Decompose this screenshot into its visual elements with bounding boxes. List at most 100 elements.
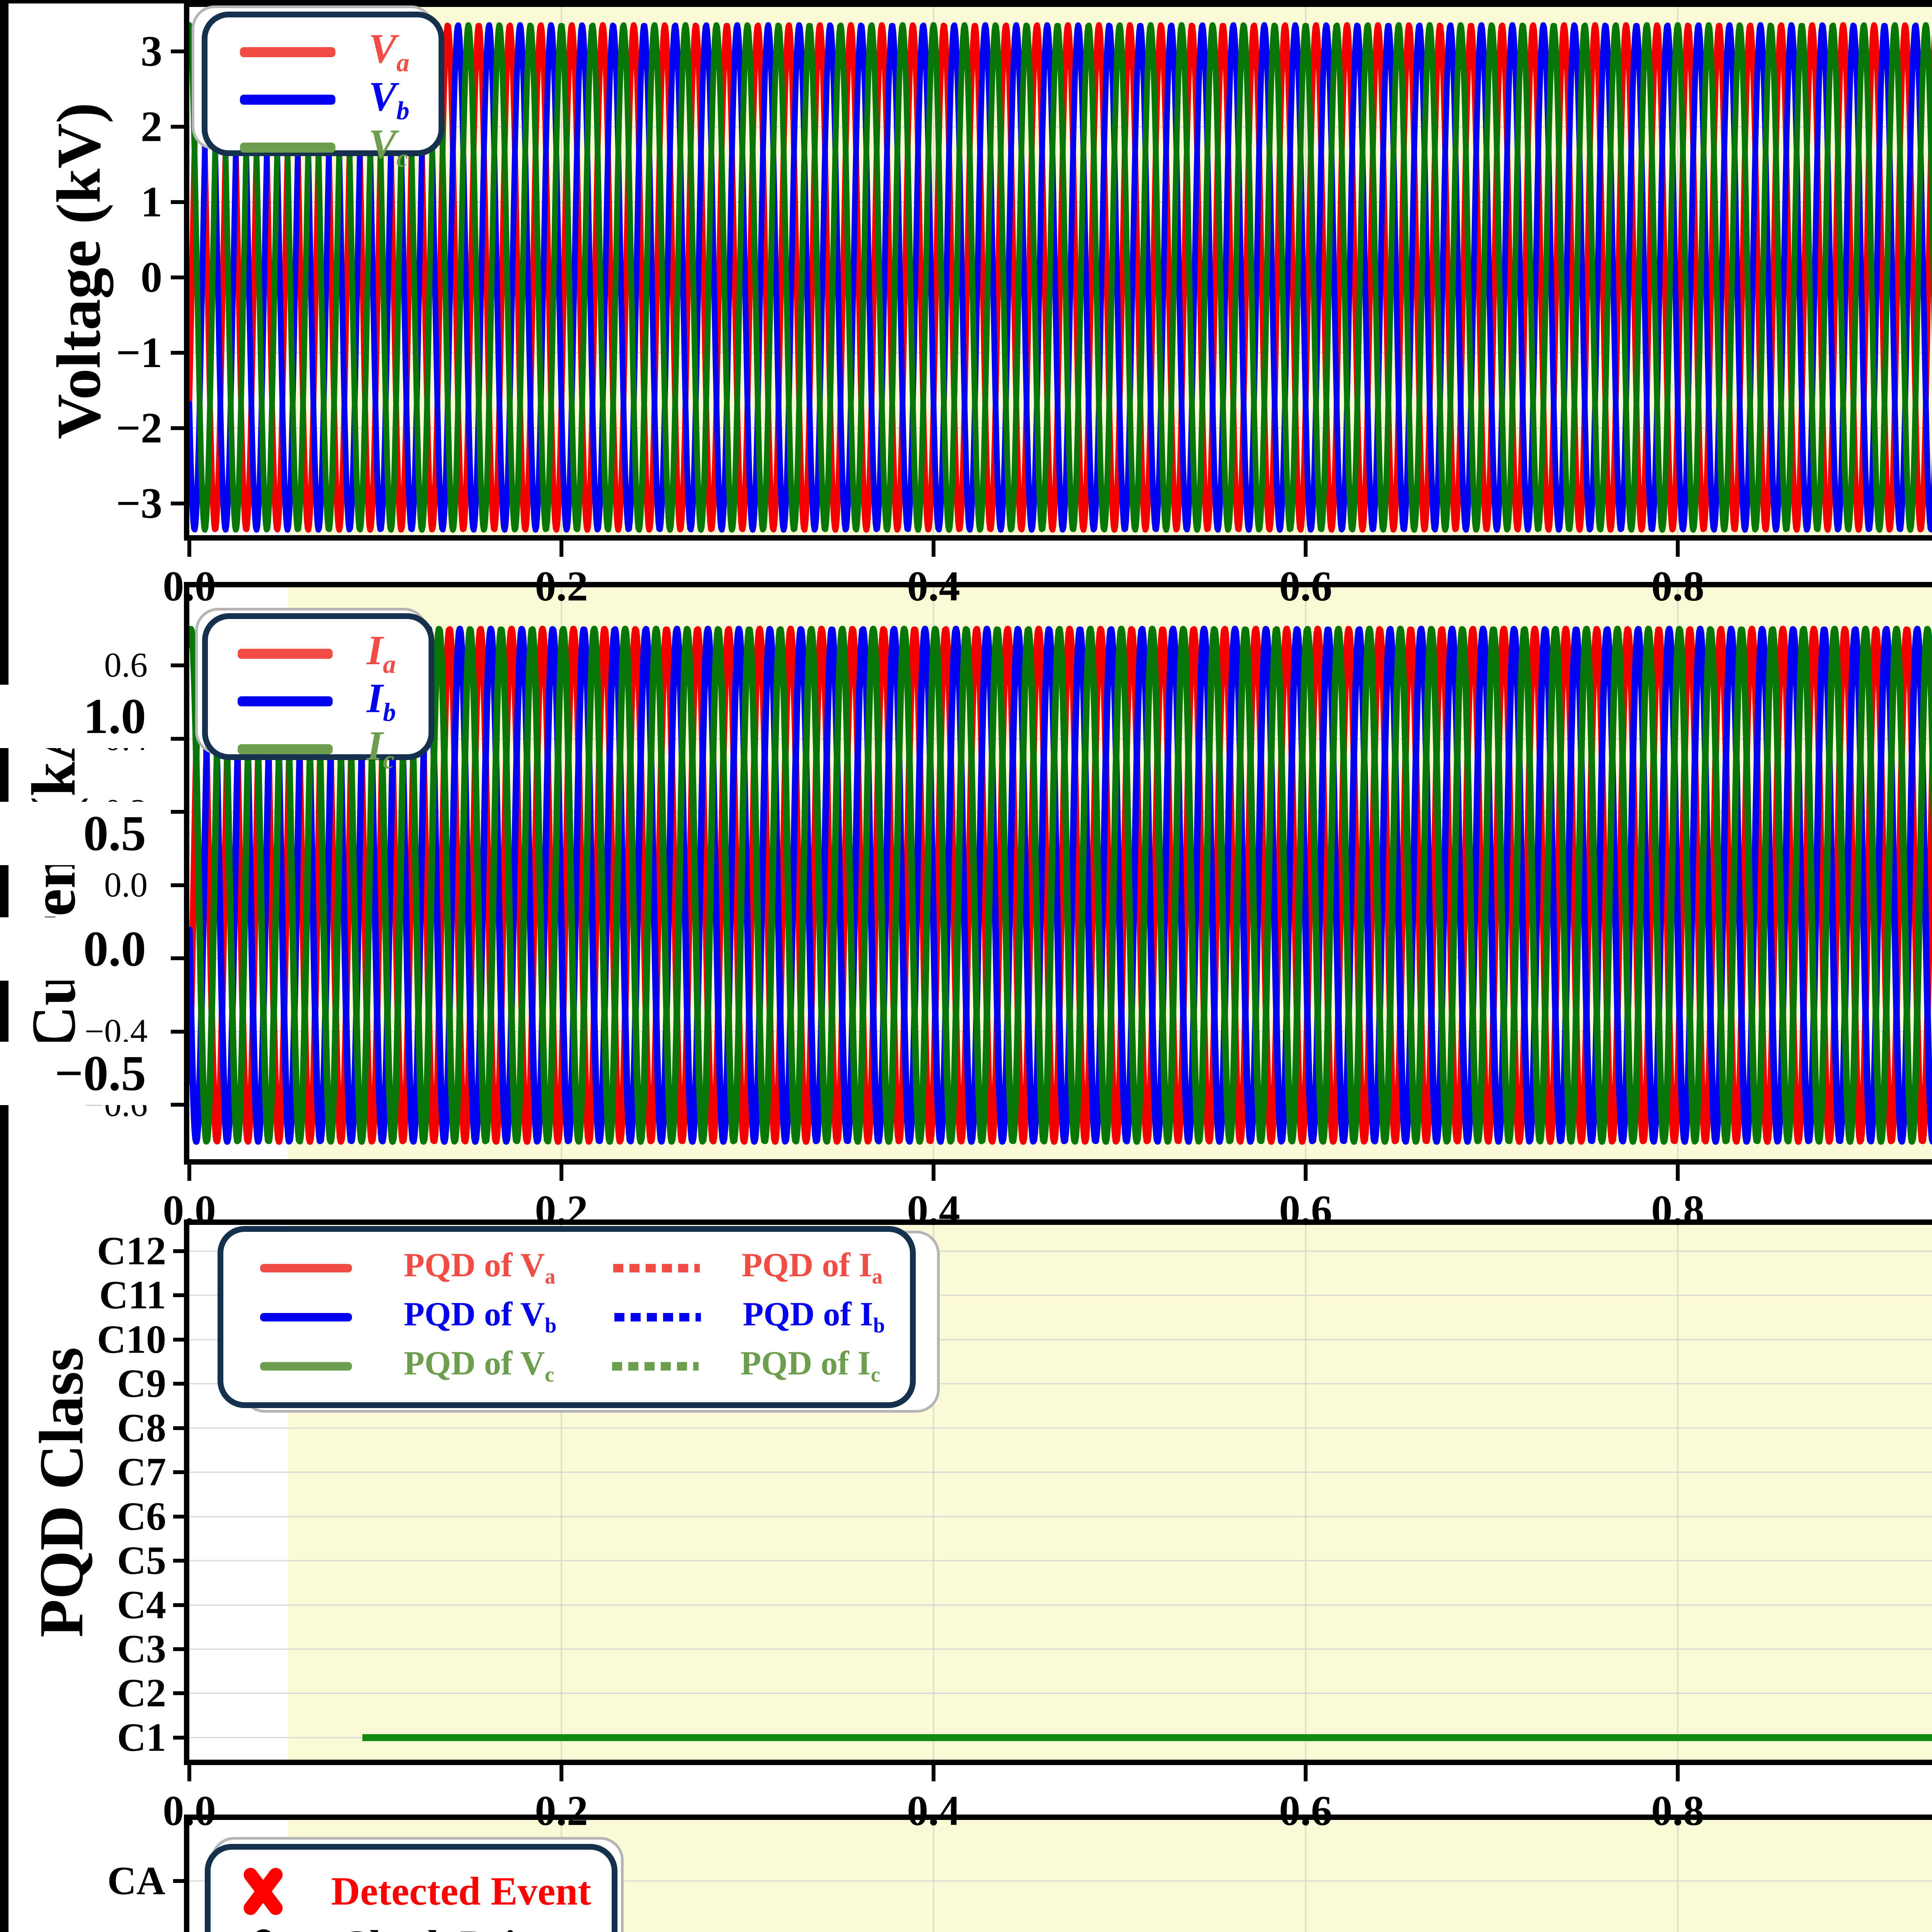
current-y-tickmark — [171, 1103, 189, 1107]
ib-label: Ib — [367, 675, 396, 727]
current-Ia-curve — [189, 626, 1932, 1145]
voltage-x-tick-label: 0.6 — [1279, 563, 1332, 610]
panel-voltage-plot-area — [189, 7, 1932, 535]
pqd-ib-dotted-swatch — [614, 1313, 701, 1321]
current-x-tickmark — [560, 1165, 563, 1181]
current-x-tickmark — [932, 1165, 935, 1181]
pqd-va-label: PQD of Va — [404, 1247, 556, 1289]
voltage-x-tickmark — [1676, 541, 1680, 557]
voltage-y-tick-label: 1 — [141, 178, 162, 226]
current-x-tickmark — [1676, 1165, 1680, 1181]
pqd-x-tickmark — [1676, 1765, 1680, 1781]
current-y-tick-label-primary: 0.0 — [104, 866, 148, 904]
event-legend: Detected Event Check Point — [205, 1844, 617, 1932]
legend-row-phase-a: PQD of Va PQD of Ia — [223, 1248, 910, 1287]
current-y-tick-label-secondary: 0.0 — [0, 917, 148, 981]
legend-item-ia: Ia — [208, 630, 429, 678]
pqd-y-tick-label: C10 — [97, 1317, 166, 1362]
current-y-tickmark — [171, 883, 189, 887]
ia-line-swatch — [238, 648, 333, 659]
pqd-x-tick-label: 0.4 — [907, 1787, 960, 1834]
detected-event-x-icon — [243, 1867, 283, 1915]
pqd-legend: PQD of Va PQD of Ia PQD of Vb PQD of Ib … — [218, 1226, 916, 1408]
voltage-y-tick-label: −2 — [116, 404, 162, 452]
pqd-x-tickmark — [187, 1765, 191, 1781]
pqd-ic-dotted-swatch — [612, 1362, 699, 1371]
pqd-ic-label: PQD of Ic — [740, 1345, 880, 1387]
vc-label: Vc — [369, 121, 408, 173]
current-Ic-curve — [189, 626, 1932, 1145]
voltage-legend: Va Vb Vc — [202, 12, 444, 171]
current-x-tick-label: 0.8 — [1651, 1187, 1704, 1234]
legend-item-vb: Vb — [207, 76, 439, 124]
ic-line-swatch — [238, 744, 333, 754]
voltage-y-tickmark — [171, 200, 189, 204]
pqd-vc-label: PQD of Vc — [404, 1345, 554, 1387]
pqd-y-tickmark — [173, 1338, 189, 1342]
pqd-y-tickmark — [173, 1647, 189, 1651]
voltage-y-tick-label: −3 — [116, 480, 162, 527]
pqd-y-tickmark — [173, 1515, 189, 1519]
pqd-x-tick-label: 0.8 — [1651, 1787, 1704, 1834]
event-y-tickmark — [173, 1879, 189, 1883]
current-x-tickmark — [1304, 1165, 1308, 1181]
current-y-tickmark — [171, 737, 189, 741]
current-y-tick-label-secondary: −0.5 — [0, 1042, 148, 1105]
event-y-tick-label: CA — [107, 1859, 165, 1903]
pqd-x-tickmark — [932, 1765, 935, 1781]
pqd-ib-label: PQD of Ib — [743, 1296, 885, 1338]
ic-label: Ic — [367, 723, 395, 774]
legend-item-ic: Ic — [208, 725, 429, 773]
pqd-va-line-swatch — [260, 1264, 352, 1272]
pqd-x-tickmark — [560, 1765, 563, 1781]
current-x-tick-label: 0.0 — [163, 1187, 216, 1234]
voltage-y-tick-label: 0 — [141, 253, 162, 301]
pqd-ia-dotted-swatch — [613, 1264, 700, 1272]
current-Ib-curve — [189, 626, 1932, 1145]
voltage-x-tickmark — [187, 541, 191, 557]
voltage-x-tickmark — [1304, 541, 1308, 557]
legend-item-detected-event: Detected Event — [211, 1867, 612, 1915]
pqd-y-tickmark — [173, 1293, 189, 1297]
pqd-y-tickmark — [173, 1736, 189, 1740]
pqd-y-tick-label: C1 — [117, 1715, 166, 1760]
pqd-y-tick-label: C5 — [117, 1538, 166, 1583]
pqd-vb-line-swatch — [260, 1313, 352, 1321]
pqd-y-tickmark — [173, 1426, 189, 1430]
legend-row-phase-b: PQD of Vb PQD of Ib — [223, 1298, 910, 1336]
pqd-y-tick-label: C11 — [99, 1273, 166, 1317]
pqd-y-tick-label: C9 — [117, 1361, 166, 1406]
pqd-x-tick-label: 0.6 — [1279, 1787, 1332, 1834]
pqd-y-tick-label: C12 — [97, 1229, 166, 1273]
ia-label: Ia — [367, 628, 396, 679]
pqd-vb-label: PQD of Vb — [404, 1296, 557, 1338]
pqd-y-tick-label: C2 — [117, 1671, 166, 1715]
voltage-x-tickmark — [560, 541, 563, 557]
current-y-tickmark — [171, 663, 189, 667]
current-x-tickmark — [187, 1165, 191, 1181]
check-point-dot-icon — [251, 1929, 276, 1932]
current-y-tickmark — [171, 1030, 189, 1034]
pqd-y-tickmark — [173, 1691, 189, 1695]
pqd-y-tickmark — [173, 1249, 189, 1253]
voltage-x-tick-label: 0.4 — [907, 563, 960, 610]
legend-item-ib: Ib — [208, 675, 429, 727]
current-y-tickmark — [171, 956, 189, 960]
current-y-tick-label-primary: 0.6 — [104, 646, 148, 684]
voltage-x-tick-label: 0.2 — [535, 563, 588, 610]
pqd-y-tick-label: C4 — [117, 1583, 166, 1627]
pqd-y-tick-label: C8 — [117, 1406, 166, 1450]
current-x-tick-label: 0.4 — [907, 1187, 960, 1234]
voltage-Vb-curve — [189, 22, 1932, 533]
vb-line-swatch — [240, 95, 335, 105]
pqd-ia-label: PQD of Ia — [742, 1247, 883, 1289]
current-x-tick-label: 0.2 — [535, 1187, 588, 1234]
pqd-y-tickmark — [173, 1382, 189, 1386]
voltage-y-tick-label: 3 — [141, 27, 162, 75]
pqd-x-tick-label: 0.2 — [535, 1787, 588, 1834]
vc-line-swatch — [240, 142, 335, 153]
voltage-x-tickmark — [932, 541, 935, 557]
pqd-x-tickmark — [1304, 1765, 1308, 1781]
voltage-x-tick-label: 0.8 — [1651, 563, 1704, 610]
current-x-tick-label: 0.6 — [1279, 1187, 1332, 1234]
